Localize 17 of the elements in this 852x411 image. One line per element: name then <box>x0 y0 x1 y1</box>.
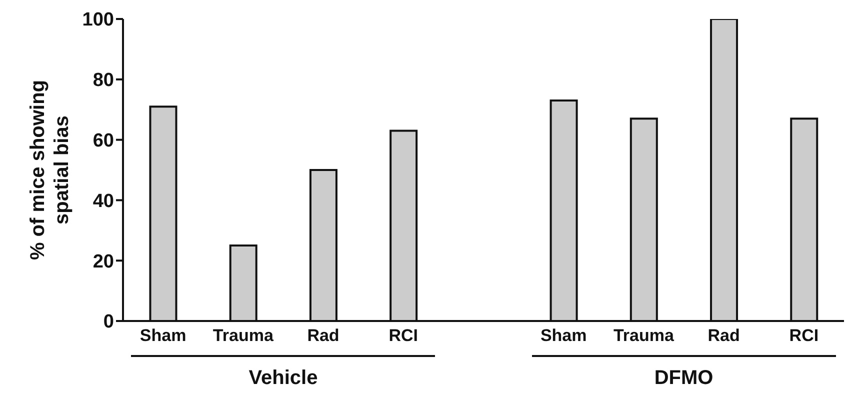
x-tick-label: Sham <box>140 326 186 346</box>
y-axis-title: % of mice showing spatial bias <box>27 80 73 260</box>
x-tick-label: Trauma <box>613 326 674 346</box>
x-tick-label: Sham <box>540 326 587 346</box>
x-tick-label: Rad <box>307 326 340 346</box>
x-tick-label: Rad <box>708 326 740 346</box>
text: DFMO <box>653 367 714 390</box>
x-tick-label: RCI <box>789 326 819 346</box>
y-tick-label: 40 <box>92 190 114 212</box>
x-tick-label: Trauma <box>212 326 274 346</box>
y-tick-label: 80 <box>92 70 114 92</box>
y-tick-label: 20 <box>92 251 114 272</box>
y-tick-label: 100 <box>82 10 114 31</box>
x-tick-label: RCI <box>388 326 418 346</box>
text: Vehicle <box>248 367 319 390</box>
y-tick-label: 60 <box>92 130 114 152</box>
y-tick-label: 0 <box>103 312 114 333</box>
